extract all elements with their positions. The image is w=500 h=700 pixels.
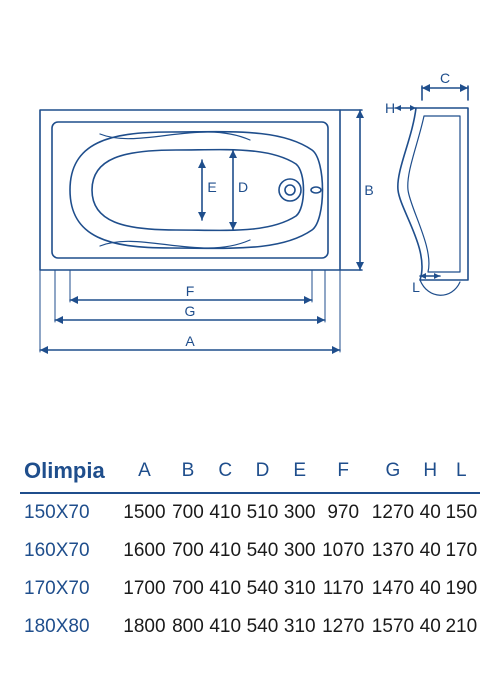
cell: 1470: [368, 570, 418, 608]
cell: 40: [418, 493, 443, 532]
cell: 1370: [368, 532, 418, 570]
cell: 1500: [120, 493, 170, 532]
cell: 510: [244, 493, 281, 532]
cell: 700: [169, 493, 206, 532]
tub-inner-rim: [52, 122, 328, 258]
cell: 1570: [368, 608, 418, 646]
cell: 300: [281, 532, 318, 570]
col-H: H: [418, 450, 443, 493]
cell: 1800: [120, 608, 170, 646]
cell: 540: [244, 608, 281, 646]
table-title: Olimpia: [20, 450, 120, 493]
table-body: 150X70 1500 700 410 510 300 970 1270 40 …: [20, 493, 480, 646]
cell-model: 150X70: [20, 493, 120, 532]
tub-basin-inner: [92, 150, 304, 231]
cell: 1070: [318, 532, 368, 570]
cell: 310: [281, 608, 318, 646]
dim-H: [395, 105, 416, 111]
cell: 700: [169, 532, 206, 570]
label-L: L: [412, 279, 420, 295]
label-E: E: [207, 179, 216, 195]
col-B: B: [169, 450, 206, 493]
cell-model: 160X70: [20, 532, 120, 570]
dim-C: [422, 84, 468, 100]
table-row: 160X70 1600 700 410 540 300 1070 1370 40…: [20, 532, 480, 570]
cell: 800: [169, 608, 206, 646]
label-G: G: [185, 303, 196, 319]
dim-D: [229, 150, 237, 230]
cell: 970: [318, 493, 368, 532]
cell: 1270: [318, 608, 368, 646]
cell: 410: [207, 608, 244, 646]
col-A: A: [120, 450, 170, 493]
label-A: A: [185, 333, 195, 349]
col-F: F: [318, 450, 368, 493]
col-G: G: [368, 450, 418, 493]
col-D: D: [244, 450, 281, 493]
cell: 210: [443, 608, 480, 646]
table-row: 150X70 1500 700 410 510 300 970 1270 40 …: [20, 493, 480, 532]
figure-canvas: A B C D E F G H L Olimpia A B C D E F: [0, 0, 500, 700]
cell-model: 180X80: [20, 608, 120, 646]
label-B: B: [364, 182, 373, 198]
drain-inner: [285, 185, 295, 195]
cell: 410: [207, 570, 244, 608]
cell: 1270: [368, 493, 418, 532]
dim-E: [198, 160, 206, 220]
table-row: 170X70 1700 700 410 540 310 1170 1470 40…: [20, 570, 480, 608]
dim-L: [420, 273, 440, 279]
cell: 410: [207, 532, 244, 570]
dimension-table: Olimpia A B C D E F G H L 150X70 1500 70…: [20, 450, 480, 646]
cell: 410: [207, 493, 244, 532]
table-row: 180X80 1800 800 410 540 310 1270 1570 40…: [20, 608, 480, 646]
dim-B: [340, 110, 364, 270]
cell: 40: [418, 570, 443, 608]
cell-model: 170X70: [20, 570, 120, 608]
cell: 540: [244, 532, 281, 570]
label-C: C: [440, 70, 450, 86]
cell: 150: [443, 493, 480, 532]
table-header-row: Olimpia A B C D E F G H L: [20, 450, 480, 493]
cell: 700: [169, 570, 206, 608]
label-F: F: [186, 283, 195, 299]
cell: 1600: [120, 532, 170, 570]
cell: 1170: [318, 570, 368, 608]
side-view: [398, 108, 468, 295]
drain-outer: [279, 179, 301, 201]
technical-drawing: A B C D E F G H L: [0, 0, 500, 440]
cell: 170: [443, 532, 480, 570]
cell: 310: [281, 570, 318, 608]
dimension-table-wrap: Olimpia A B C D E F G H L 150X70 1500 70…: [20, 450, 480, 646]
cell: 540: [244, 570, 281, 608]
cell: 40: [418, 608, 443, 646]
overflow-mark: [311, 187, 321, 193]
label-D: D: [238, 179, 248, 195]
cell: 40: [418, 532, 443, 570]
col-E: E: [281, 450, 318, 493]
col-L: L: [443, 450, 480, 493]
cell: 300: [281, 493, 318, 532]
cell: 190: [443, 570, 480, 608]
col-C: C: [207, 450, 244, 493]
cell: 1700: [120, 570, 170, 608]
label-H: H: [385, 100, 395, 116]
